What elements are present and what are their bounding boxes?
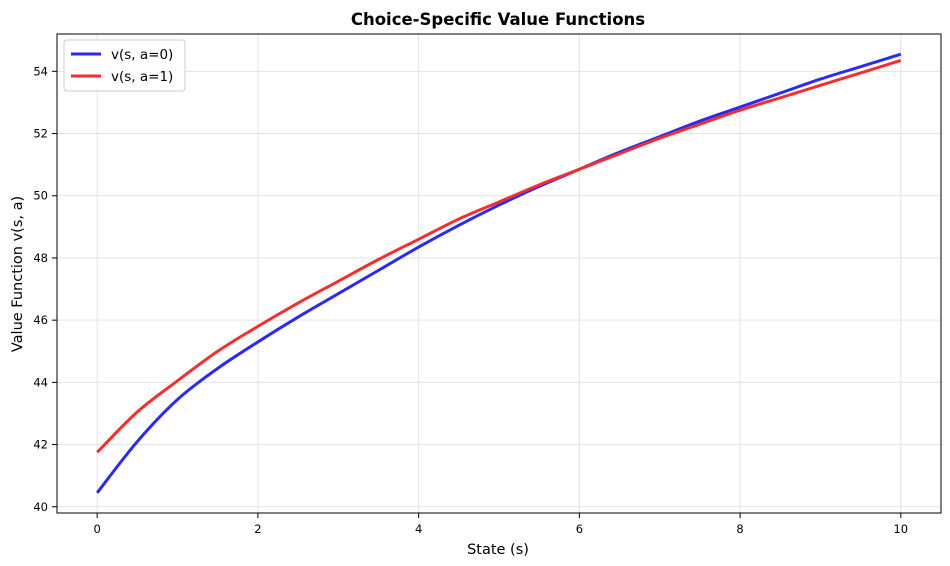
x-tick-label: 8 bbox=[736, 522, 743, 536]
x-tick-label: 2 bbox=[254, 522, 261, 536]
y-tick-label: 42 bbox=[33, 438, 48, 452]
chart-title: Choice-Specific Value Functions bbox=[351, 10, 645, 29]
x-axis-ticks: 0 2 4 6 8 10 bbox=[94, 513, 908, 536]
y-tick-label: 44 bbox=[33, 375, 48, 389]
x-tick-label: 6 bbox=[576, 522, 583, 536]
y-tick-label: 48 bbox=[33, 251, 48, 265]
y-axis-label: Value Function v(s, a) bbox=[10, 196, 26, 352]
legend: v(s, a=0) v(s, a=1) bbox=[63, 39, 186, 92]
series-line-a0 bbox=[96, 52, 902, 494]
series-line-a1 bbox=[96, 59, 902, 454]
y-tick-label: 46 bbox=[33, 313, 48, 327]
legend-label-a1: v(s, a=1) bbox=[111, 69, 173, 85]
x-tick-label: 4 bbox=[415, 522, 422, 536]
y-tick-label: 54 bbox=[33, 64, 48, 78]
x-axis-label: State (s) bbox=[467, 542, 529, 558]
x-tick-label: 10 bbox=[893, 522, 908, 536]
y-tick-label: 40 bbox=[33, 500, 48, 514]
legend-label-a0: v(s, a=0) bbox=[111, 47, 173, 63]
grid bbox=[57, 34, 941, 513]
y-tick-label: 52 bbox=[33, 127, 48, 141]
y-axis-ticks: 40 42 44 46 48 50 52 54 bbox=[33, 64, 57, 514]
plot-frame bbox=[56, 33, 942, 514]
x-tick-label: 0 bbox=[94, 522, 101, 536]
series-layer bbox=[96, 52, 902, 494]
y-tick-label: 50 bbox=[33, 189, 48, 203]
